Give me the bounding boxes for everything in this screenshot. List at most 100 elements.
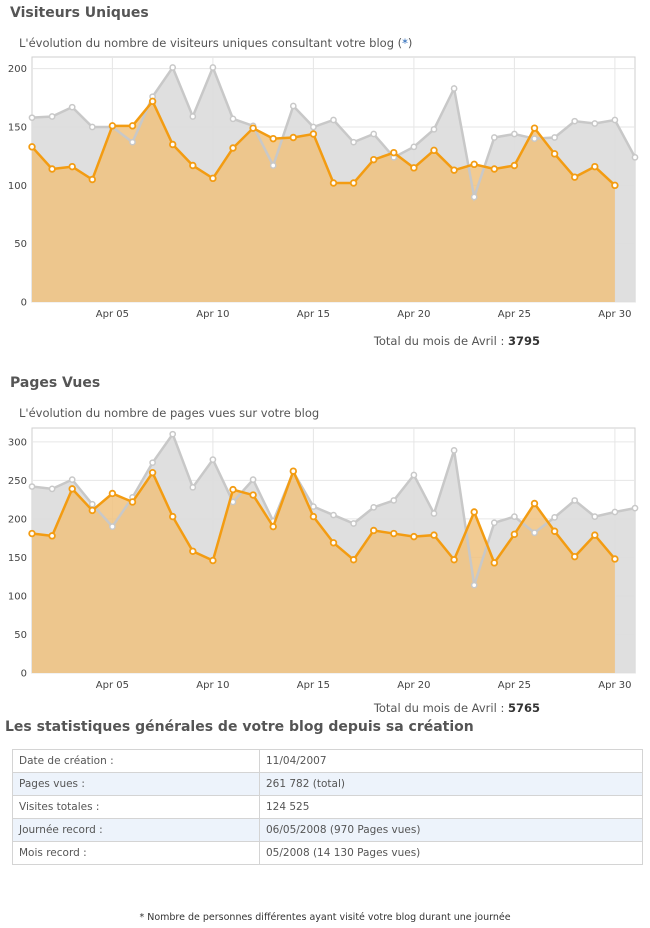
visitors-subtitle-end: ) — [407, 36, 413, 50]
visitors-previous-point — [289, 102, 297, 110]
pageviews-previous-point — [410, 471, 418, 479]
visitors-x-tick-label: Apr 05 — [96, 309, 129, 320]
visitors-current-point — [289, 133, 297, 142]
pageviews-current-point — [591, 531, 599, 539]
visitors-previous-point — [430, 125, 438, 133]
visitors-total: Total du mois de Avril : 3795 — [374, 334, 540, 348]
visitors-previous-point — [370, 130, 378, 138]
stats-title: Les statistiques générales de votre blog… — [5, 719, 474, 735]
visitors-current-point — [148, 97, 157, 106]
pageviews-current-point — [229, 485, 237, 494]
pageviews-chart-svg: 0 50 100 150 200 250 300 Apr 05 Apr 10 Apr 15 Apr … — [8, 427, 639, 691]
stats-row-creation: Date de création :11/04/2007 — [12, 749, 643, 773]
pageviews-previous-point — [48, 485, 56, 493]
stats-label: Date de création : — [12, 749, 260, 773]
pageviews-previous-point — [450, 446, 458, 454]
stats-value: 261 782 (total) — [259, 772, 643, 796]
pageviews-current-point — [48, 532, 56, 540]
pageviews-current-point — [168, 512, 177, 521]
visitors-previous-point — [68, 103, 76, 111]
pageviews-y-tick-label: 0 — [21, 669, 27, 680]
pageviews-x-tick-label: Apr 30 — [598, 680, 631, 691]
visitors-current-point — [510, 161, 519, 170]
visitors-x-tick-label: Apr 25 — [498, 309, 531, 320]
visitors-previous-point — [310, 123, 317, 131]
visitors-current-point — [349, 179, 358, 187]
stats-value: 11/04/2007 — [259, 749, 643, 773]
pageviews-current-point — [329, 539, 338, 547]
pageviews-current-point — [108, 489, 117, 498]
visitors-current-point — [430, 146, 438, 155]
pageviews-y-tick-label: 100 — [8, 591, 27, 602]
visitors-chart-svg: 0 50 100 150 200 Apr 05 Apr 10 Apr 15 Apr 20 Apr … — [8, 56, 639, 320]
visitors-previous-point — [591, 120, 599, 127]
visitors-x-tick-label: Apr 20 — [397, 309, 430, 320]
pageviews-current-point — [370, 526, 378, 535]
stats-label: Mois record : — [12, 841, 260, 865]
visitors-y-tick-label: 200 — [8, 64, 27, 75]
pageviews-previous-point — [109, 523, 116, 530]
pageviews-total: Total du mois de Avril : 5765 — [374, 701, 540, 715]
pageviews-previous-point — [189, 483, 197, 491]
visitors-y-tick-label: 50 — [14, 239, 27, 250]
stats-label: Visites totales : — [12, 795, 260, 819]
pageviews-previous-point — [370, 504, 378, 511]
visitors-previous-point — [330, 116, 337, 124]
visitors-previous-point — [88, 123, 96, 131]
visitors-x-tick-label: Apr 10 — [196, 309, 229, 320]
pageviews-previous-point — [209, 456, 217, 463]
visitors-current-point — [309, 130, 318, 138]
stats-row-pageviews: Pages vues :261 782 (total) — [12, 772, 643, 796]
visitors-previous-point — [189, 113, 197, 120]
pageviews-previous-point — [631, 504, 639, 512]
pageviews-current-point — [128, 498, 137, 506]
visitors-previous-point — [511, 130, 518, 138]
pageviews-current-point — [189, 547, 197, 555]
pageviews-title: Pages Vues — [10, 375, 101, 391]
visitors-current-point — [209, 174, 217, 183]
pageviews-current-point — [148, 468, 157, 477]
pageviews-previous-point — [310, 503, 317, 510]
visitors-current-point — [269, 134, 277, 143]
visitors-y-tick-label: 100 — [8, 181, 27, 192]
visitors-y-tick-label: 150 — [8, 123, 27, 134]
pageviews-x-tick-label: Apr 20 — [397, 680, 430, 691]
visitors-current-point — [410, 164, 418, 172]
pageviews-current-point — [510, 530, 519, 539]
stats-row-visits: Visites totales :124 525 — [12, 795, 643, 819]
visitors-title: Visiteurs Uniques — [10, 5, 149, 21]
pageviews-current-point — [28, 529, 36, 538]
visitors-previous-point — [28, 114, 36, 122]
pageviews-y-tick-label: 250 — [8, 476, 27, 487]
visitors-current-point — [611, 181, 619, 190]
pageviews-previous-point — [390, 497, 398, 504]
pageviews-previous-point — [430, 510, 438, 517]
visitors-current-point — [229, 144, 237, 152]
pageviews-x-tick-label: Apr 15 — [297, 680, 330, 691]
stats-table: Date de création :11/04/2007 Pages vues … — [12, 749, 643, 865]
pageviews-previous-point — [591, 513, 599, 520]
pageviews-previous-point — [511, 513, 518, 520]
visitors-current-point — [249, 124, 257, 132]
pageviews-current-point — [490, 559, 498, 567]
visitors-previous-point — [470, 193, 478, 201]
visitors-current-point — [68, 162, 76, 171]
visitors-previous-point — [551, 134, 558, 141]
pageviews-subtitle: L'évolution du nombre de pages vues sur … — [19, 406, 320, 420]
pageviews-previous-point — [330, 511, 337, 519]
visitors-chart: 0 50 100 150 200 Apr 05 Apr 10 Apr 15 Apr 20 Apr … — [0, 50, 650, 330]
pageviews-previous-point — [88, 500, 96, 508]
visitors-total-label: Total du mois de Avril : — [373, 334, 505, 348]
footnote-link[interactable]: * — [402, 36, 408, 50]
pageviews-previous-point — [611, 508, 619, 516]
visitors-previous-point — [209, 64, 217, 71]
pageviews-current-point — [289, 467, 297, 475]
visitors-current-point — [571, 173, 579, 181]
pageviews-y-tick-label: 200 — [8, 514, 27, 525]
pageviews-current-point — [68, 485, 76, 493]
pageviews-current-point — [249, 491, 257, 499]
visitors-previous-point — [169, 64, 177, 71]
pageviews-previous-point — [249, 476, 257, 483]
pageviews-current-point — [349, 556, 358, 564]
stats-value: 05/2008 (14 130 Pages vues) — [259, 841, 643, 865]
